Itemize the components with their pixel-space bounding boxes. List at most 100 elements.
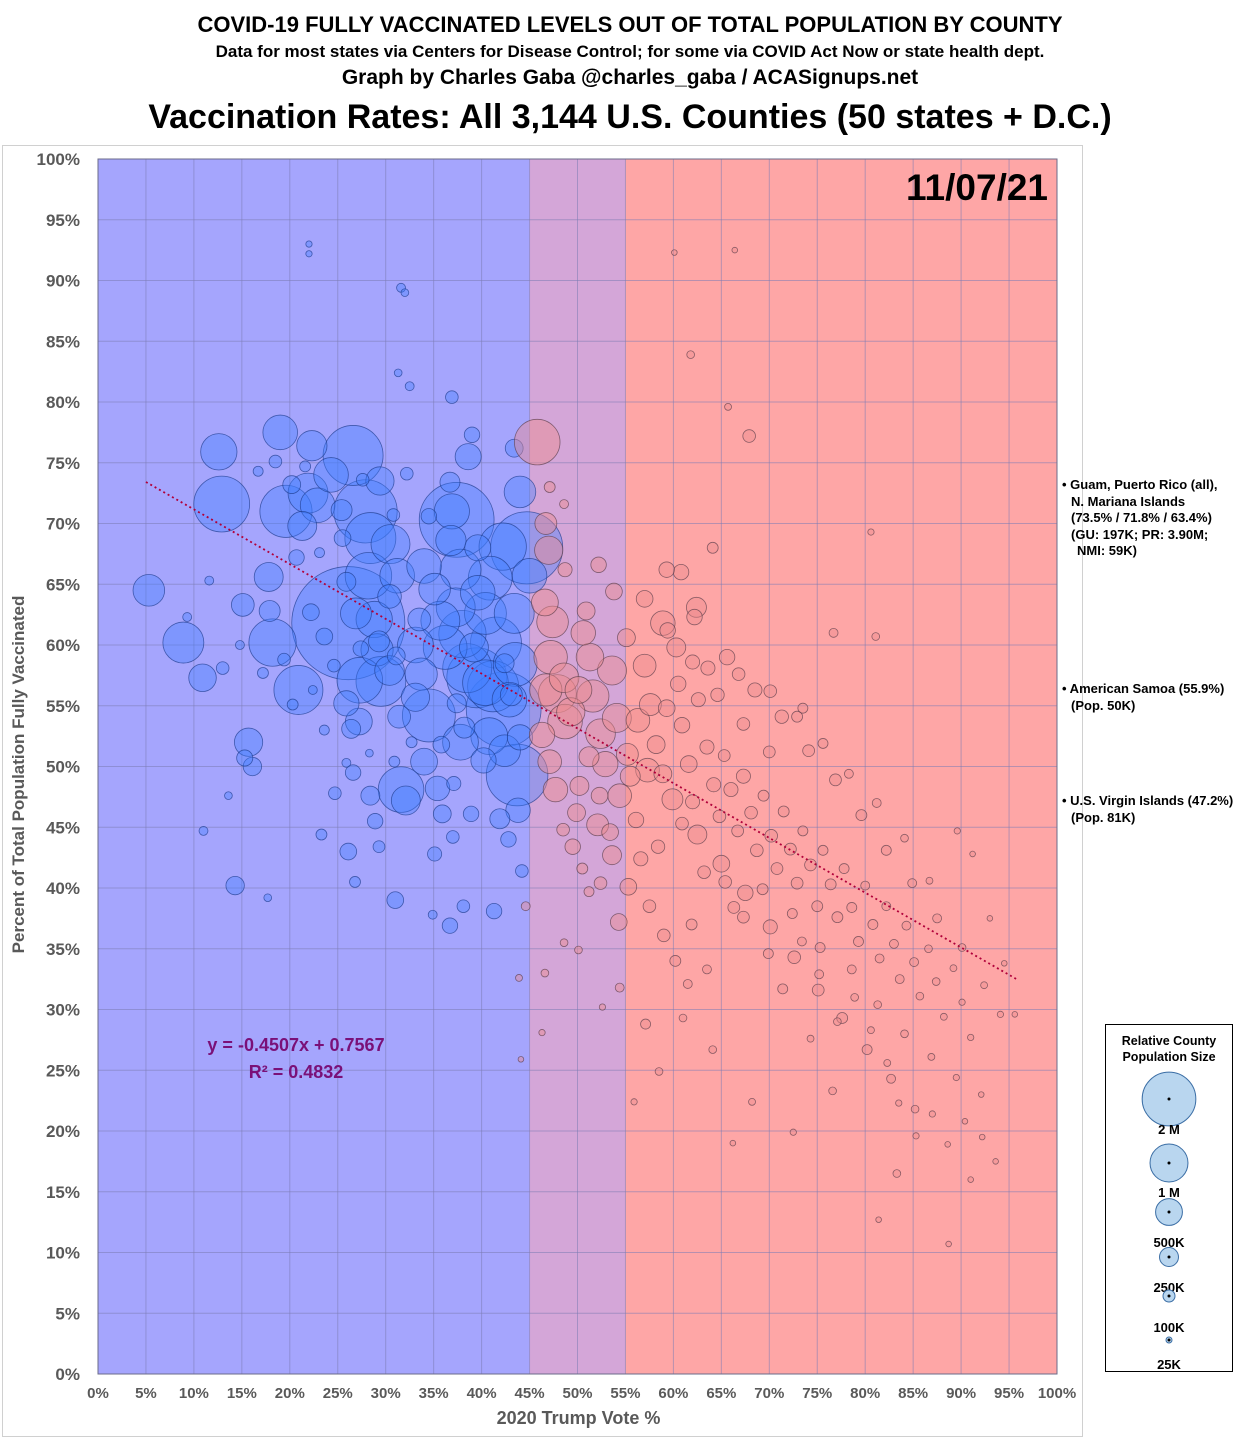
legend-bubble-center (1167, 1255, 1171, 1259)
county-bubble-blue (327, 658, 341, 673)
county-bubble-blue (463, 426, 481, 443)
county-bubble-red (712, 854, 731, 873)
county-bubble-red (909, 957, 919, 967)
legend-bubble-center (1167, 1210, 1171, 1214)
county-bubble-red (894, 974, 905, 984)
county-bubble-red (790, 876, 804, 890)
county-bubble-red (824, 878, 837, 891)
county-bubble-red (833, 1017, 842, 1026)
county-bubble-red (871, 632, 881, 641)
county-bubble-red (556, 697, 586, 727)
county-bubble-blue (286, 698, 299, 711)
county-bubble-red (661, 788, 684, 811)
x-tick-label: 100% (1038, 1385, 1076, 1402)
y-tick-label: 85% (46, 332, 80, 351)
legend-size-label: 1 M (1158, 1185, 1180, 1200)
legend-bubble-center (1167, 1097, 1171, 1101)
county-bubble-red (700, 660, 716, 676)
y-tick-label: 55% (46, 697, 80, 716)
county-bubble-red (567, 803, 586, 823)
county-bubble-red (806, 1034, 815, 1043)
county-bubble-red (895, 1099, 903, 1107)
county-bubble-blue (198, 826, 209, 836)
county-bubble-blue (262, 414, 298, 451)
county-bubble-blue (344, 512, 397, 564)
county-bubble-red (817, 844, 829, 856)
county-bubble-red (538, 1029, 546, 1037)
territory-note-guam-pr-nmi: • Guam, Puerto Rico (all), N. Mariana Is… (1062, 477, 1218, 560)
county-bubble-blue (234, 727, 264, 757)
county-bubble-red (731, 667, 746, 681)
county-bubble-red (531, 588, 559, 617)
county-bubble-blue (296, 430, 328, 462)
county-bubble-red (642, 899, 657, 913)
note-line: (Pop. 81K) (1071, 809, 1136, 825)
county-bubble-red (609, 913, 628, 931)
county-bubble-blue (349, 876, 361, 888)
county-bubble-red (763, 684, 777, 698)
county-bubble-blue (231, 593, 255, 617)
county-bubble-blue (368, 630, 390, 653)
y-tick-label: 70% (46, 515, 80, 534)
county-bubble-red (697, 865, 711, 879)
county-bubble-red (853, 936, 864, 947)
county-bubble-blue (454, 443, 482, 471)
y-tick-label: 15% (46, 1183, 80, 1202)
county-bubble-red (576, 862, 589, 875)
county-bubble-red (670, 675, 687, 693)
county-bubble-red (797, 702, 809, 714)
chart-header-title: COVID-19 FULLY VACCINATED LEVELS OUT OF … (197, 12, 1063, 37)
county-bubble-red (886, 1073, 896, 1084)
county-bubble-blue (355, 600, 393, 639)
note-line: • U.S. Virgin Islands (47.2%) (1062, 793, 1234, 808)
county-bubble-red (967, 1176, 974, 1183)
county-bubble-blue (225, 875, 245, 896)
county-bubble-blue (360, 785, 381, 806)
note-line: • Guam, Puerto Rico (all), (1062, 477, 1218, 492)
county-bubble-red (559, 499, 569, 509)
county-bubble-blue (344, 552, 393, 600)
county-bubble-red (811, 983, 825, 997)
county-bubble-red (675, 816, 689, 831)
county-bubble-red (597, 655, 627, 686)
county-bubble-red (731, 246, 739, 254)
y-tick-label: 80% (46, 393, 80, 412)
county-bubble-blue (282, 475, 302, 494)
county-bubble-red (533, 640, 568, 675)
county-bubble-red (658, 561, 675, 578)
county-bubble-blue (339, 842, 358, 861)
county-bubble-red (653, 764, 673, 784)
county-bubble-red (686, 350, 695, 359)
x-tick-label: 70% (754, 1385, 784, 1402)
county-bubble-red (978, 1133, 986, 1141)
legend-size-label: 100K (1153, 1320, 1185, 1335)
county-bubble-red (723, 782, 739, 798)
county-bubble-blue (352, 640, 369, 657)
y-tick-label: 60% (46, 636, 80, 655)
county-bubble-red (673, 717, 691, 734)
county-bubble-red (952, 1073, 960, 1082)
legend-bubbles: 2 M 1 M 500K 250K 100K 25K (1141, 1071, 1197, 1371)
county-bubble-blue (420, 508, 438, 525)
county-bubble-blue (236, 749, 254, 767)
county-bubble-red (718, 875, 732, 889)
county-bubble-blue (288, 549, 305, 566)
x-tick-label: 50% (562, 1385, 592, 1402)
county-bubble-red (574, 945, 583, 955)
county-bubble-blue (407, 607, 432, 632)
county-bubble-red (639, 693, 662, 716)
county-bubble-blue (336, 571, 357, 592)
county-bubble-red (557, 562, 573, 578)
county-bubble-blue (511, 558, 548, 594)
county-bubble-red (682, 979, 693, 989)
county-bubble-red (654, 1067, 664, 1076)
county-bubble-red (1011, 1011, 1019, 1018)
county-bubble-red (901, 920, 912, 931)
county-bubble-blue (459, 632, 489, 663)
county-bubble-red (617, 628, 636, 648)
county-bubble-red (659, 622, 676, 639)
x-tick-label: 95% (994, 1385, 1024, 1402)
county-bubble-red (650, 610, 676, 636)
county-bubble-red (586, 813, 609, 837)
county-bubble-blue (377, 766, 425, 813)
